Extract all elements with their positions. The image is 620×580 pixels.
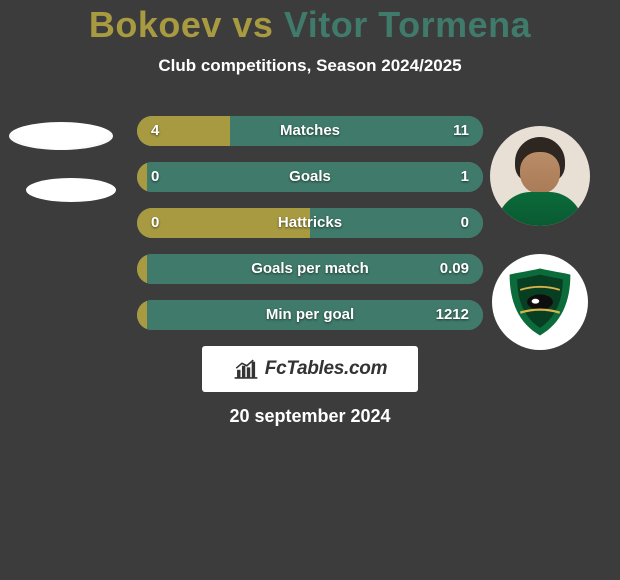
title-player-right: Vitor Tormena <box>284 4 531 45</box>
player-left-avatar <box>9 122 113 150</box>
stat-value-right: 1 <box>461 162 469 192</box>
bar-chart-icon <box>233 358 259 380</box>
brand-text: FcTables.com <box>265 358 387 380</box>
stat-row: 0Goals1 <box>137 162 483 192</box>
subtitle: Club competitions, Season 2024/2025 <box>0 56 620 76</box>
page-title: Bokoev vs Vitor Tormena <box>0 4 620 46</box>
stat-label: Min per goal <box>137 300 483 330</box>
stat-label: Matches <box>137 116 483 146</box>
player-right-shirt <box>497 192 583 226</box>
stat-label: Goals per match <box>137 254 483 284</box>
title-vs: vs <box>222 4 284 45</box>
stat-row: 0Hattricks0 <box>137 208 483 238</box>
stat-value-right: 0 <box>461 208 469 238</box>
club-left-badge <box>26 178 116 202</box>
title-player-left: Bokoev <box>89 4 222 45</box>
stat-label: Hattricks <box>137 208 483 238</box>
brand-badge[interactable]: FcTables.com <box>202 346 418 392</box>
stat-rows: 4Matches110Goals10Hattricks0Goals per ma… <box>137 116 483 330</box>
comparison-card: Bokoev vs Vitor Tormena Club competition… <box>0 0 620 427</box>
date-text: 20 september 2024 <box>0 406 620 427</box>
stat-value-right: 1212 <box>436 300 469 330</box>
stat-value-right: 0.09 <box>440 254 469 284</box>
stat-row: Min per goal1212 <box>137 300 483 330</box>
stat-value-right: 11 <box>453 116 469 146</box>
stat-row: 4Matches11 <box>137 116 483 146</box>
stat-label: Goals <box>137 162 483 192</box>
player-right-avatar <box>490 126 590 226</box>
club-crest-icon <box>502 264 578 340</box>
stat-row: Goals per match0.09 <box>137 254 483 284</box>
club-right-badge <box>492 254 588 350</box>
